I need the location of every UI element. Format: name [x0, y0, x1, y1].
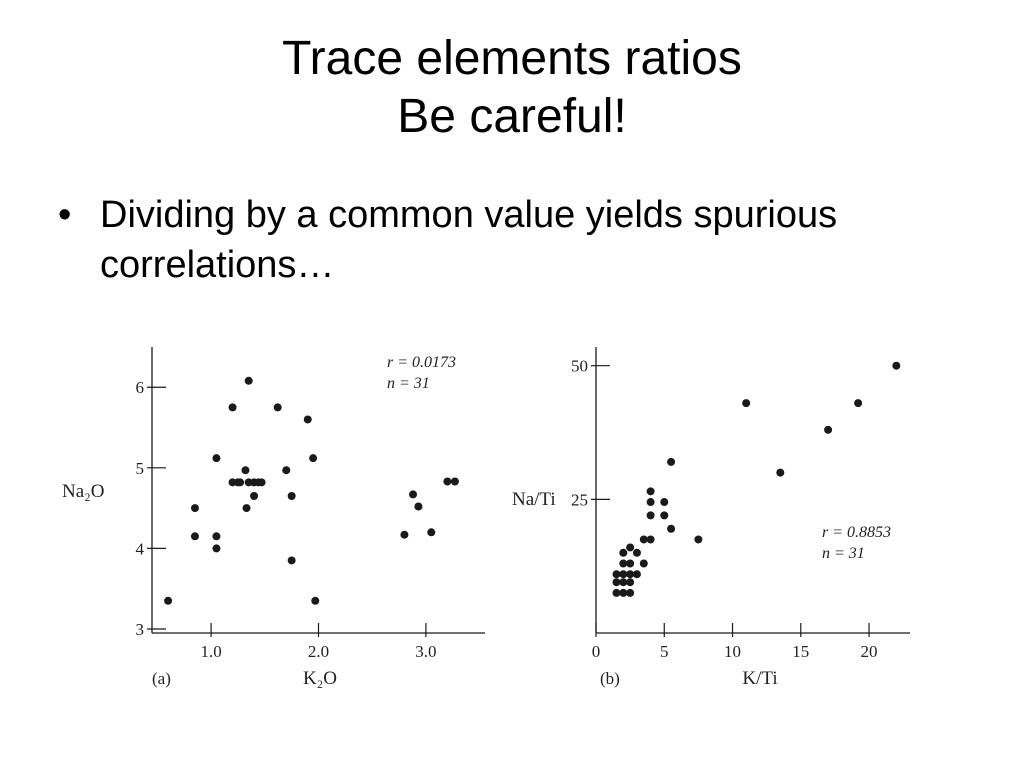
data-point	[309, 454, 318, 463]
x-tick-label: 15	[792, 642, 809, 661]
x-tick-label: 0	[592, 642, 601, 661]
data-point	[619, 570, 628, 579]
data-point	[228, 403, 237, 412]
data-point	[612, 578, 621, 587]
data-point	[639, 535, 648, 544]
slide-title: Trace elements ratios Be careful!	[0, 30, 1024, 146]
bullet-item: • Dividing by a common value yields spur…	[58, 190, 958, 290]
data-point	[639, 559, 648, 568]
data-point	[244, 478, 253, 487]
data-point	[646, 535, 655, 544]
data-point	[667, 457, 676, 466]
data-point	[646, 511, 655, 520]
stat-label: n = 31	[822, 545, 865, 562]
x-tick-label: 20	[861, 642, 878, 661]
data-point	[776, 468, 785, 477]
data-point	[742, 399, 751, 408]
y-tick-label: 25	[571, 490, 588, 509]
data-point	[212, 532, 221, 541]
scatter-figure: 3 4 5 6 1.0 2.0 3.0 Na₂O K₂O (a) r = 0.0173 n = 31 2…	[60, 335, 930, 695]
x-tick-label: 5	[660, 642, 669, 661]
data-point	[400, 530, 409, 539]
data-point	[626, 559, 635, 568]
slide-title-line-1: Trace elements ratios	[282, 32, 742, 85]
y-tick-label: 4	[136, 539, 145, 558]
data-point	[254, 478, 263, 487]
data-point	[619, 559, 628, 568]
data-point	[282, 466, 291, 475]
x-axis-label: K/Ti	[742, 668, 777, 689]
data-point	[626, 588, 635, 597]
data-point	[450, 477, 459, 486]
data-point	[311, 596, 320, 605]
data-point	[273, 403, 282, 412]
stat-label: n = 31	[387, 375, 430, 392]
data-point	[287, 556, 296, 565]
y-tick-label: 3	[136, 620, 145, 639]
scatter-figure-svg: 3 4 5 6 1.0 2.0 3.0 Na₂O K₂O (a) r = 0.0173 n = 31 2…	[62, 347, 910, 689]
y-axis-label: Na/Ti	[512, 489, 556, 510]
x-tick-label: 10	[724, 642, 741, 661]
data-point	[612, 570, 621, 579]
y-axis-label: Na₂O	[62, 481, 105, 502]
data-point	[244, 376, 253, 385]
data-point	[190, 532, 199, 541]
data-point	[660, 511, 669, 520]
data-point	[303, 415, 312, 424]
y-tick-label: 5	[136, 459, 145, 478]
data-point	[612, 588, 621, 597]
x-tick-label: 3.0	[415, 642, 436, 661]
data-point	[824, 425, 833, 434]
data-point	[164, 596, 173, 605]
bullet-dot-icon: •	[58, 194, 72, 236]
y-tick-label: 6	[136, 378, 145, 397]
data-point	[619, 548, 628, 557]
x-axis-label: K₂O	[303, 668, 337, 689]
y-tick-label: 50	[571, 357, 588, 376]
panel-label: (b)	[600, 669, 620, 688]
data-point	[287, 492, 296, 501]
bullet-text: Dividing by a common value yields spurio…	[100, 194, 838, 286]
data-point	[854, 399, 863, 408]
data-point	[236, 478, 245, 487]
slide-title-line-2: Be careful!	[397, 90, 627, 143]
data-point	[694, 535, 703, 544]
data-point	[626, 543, 635, 552]
data-point	[667, 524, 676, 533]
data-point	[626, 578, 635, 587]
data-point	[190, 504, 199, 513]
data-point	[427, 528, 436, 537]
data-point	[212, 544, 221, 553]
bullet-list: • Dividing by a common value yields spur…	[58, 190, 958, 290]
data-point	[660, 498, 669, 507]
data-point	[646, 498, 655, 507]
data-point	[632, 548, 641, 557]
data-point	[626, 570, 635, 579]
x-tick-label: 1.0	[200, 642, 221, 661]
data-point	[443, 477, 452, 486]
panel-label: (a)	[152, 669, 171, 688]
data-point	[619, 578, 628, 587]
stat-label: r = 0.0173	[387, 354, 456, 371]
data-point	[619, 588, 628, 597]
data-point	[414, 502, 423, 511]
data-point	[242, 504, 251, 513]
data-point	[409, 490, 418, 499]
data-point	[892, 361, 901, 370]
data-point	[212, 454, 221, 463]
stat-label: r = 0.8853	[822, 524, 891, 541]
x-tick-label: 2.0	[308, 642, 329, 661]
data-point	[241, 466, 250, 475]
data-point	[646, 487, 655, 496]
data-point	[632, 570, 641, 579]
data-point	[250, 492, 259, 501]
